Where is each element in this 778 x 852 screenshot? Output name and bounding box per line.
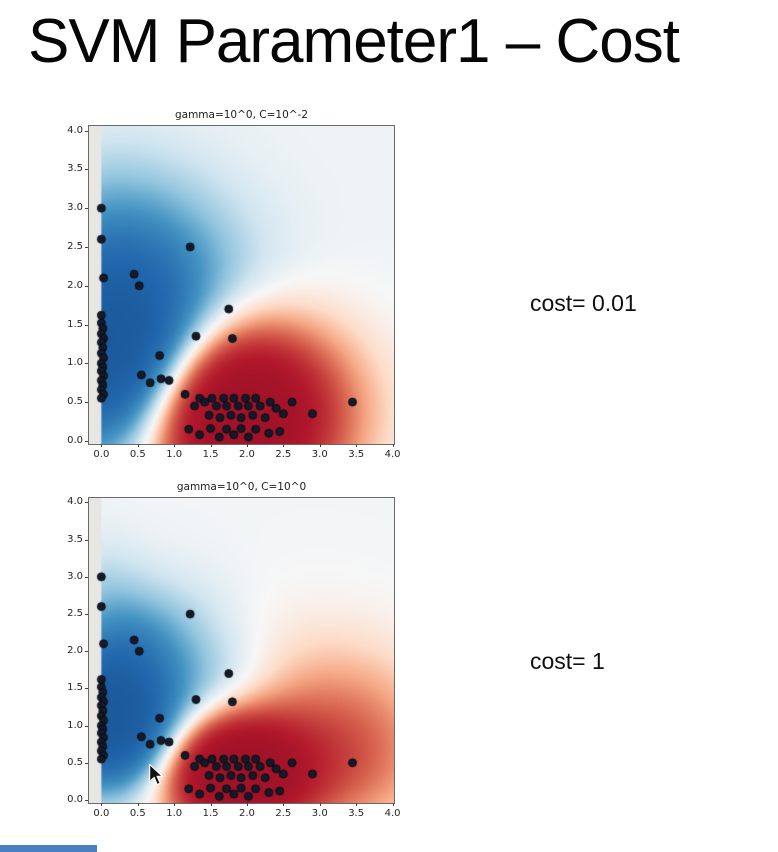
- y-tick-mark: [85, 285, 88, 287]
- x-tick-label: 2.0: [239, 808, 255, 819]
- y-tick-mark: [85, 725, 88, 727]
- page-title: SVM Parameter1 – Cost: [28, 7, 680, 76]
- y-tick-label: 0.5: [67, 396, 83, 408]
- plot-title: gamma=10^0, C=10^-2: [174, 109, 309, 121]
- x-tick-label: 3.0: [311, 808, 328, 819]
- y-tick-mark: [85, 502, 88, 504]
- x-tick-label: 2.5: [275, 449, 292, 460]
- x-tick-label: 3.5: [348, 449, 365, 460]
- y-tick-mark: [85, 169, 88, 171]
- x-tick-mark: [283, 803, 285, 806]
- x-tick-label: 4.0: [384, 808, 401, 819]
- plot-canvas: [89, 126, 394, 444]
- y-tick-label: 3.5: [67, 533, 83, 545]
- y-tick-label: 1.0: [67, 357, 83, 369]
- y-tick-label: 3.0: [67, 202, 83, 214]
- y-tick-mark: [85, 363, 88, 365]
- x-tick-label: 1.0: [166, 808, 183, 819]
- y-tick-label: 2.5: [67, 608, 83, 620]
- x-tick-label: 0.0: [93, 808, 110, 819]
- x-tick-mark: [246, 444, 248, 447]
- y-tick-mark: [85, 402, 88, 404]
- y-tick-label: 1.5: [67, 318, 83, 330]
- x-tick-mark: [319, 444, 321, 447]
- y-tick-label: 0.0: [67, 794, 83, 806]
- y-tick-mark: [85, 800, 88, 802]
- y-tick-mark: [85, 576, 88, 578]
- y-tick-mark: [85, 688, 88, 690]
- x-tick-label: 0.5: [129, 449, 146, 460]
- y-tick-mark: [85, 130, 88, 132]
- y-tick-mark: [85, 762, 88, 764]
- y-tick-label: 3.5: [67, 163, 83, 175]
- y-tick-mark: [85, 651, 88, 653]
- y-tick-mark: [85, 208, 88, 210]
- y-tick-mark: [85, 440, 88, 442]
- y-tick-mark: [85, 246, 88, 248]
- x-tick-mark: [137, 444, 139, 447]
- y-tick-label: 1.0: [67, 719, 83, 731]
- y-tick-label: 2.5: [67, 240, 83, 252]
- y-tick-label: 0.0: [67, 434, 83, 446]
- x-tick-label: 2.5: [275, 808, 292, 819]
- x-tick-label: 1.5: [202, 808, 219, 819]
- x-tick-mark: [137, 803, 139, 806]
- x-tick-label: 2.0: [239, 449, 255, 460]
- x-tick-mark: [392, 444, 394, 447]
- x-tick-mark: [210, 803, 212, 806]
- x-tick-label: 4.0: [384, 449, 401, 460]
- svm-plot-cost-001: gamma=10^0, C=10^-2 0.0 0.5 1.0 1.5 2.0 2.5 3.…: [67, 109, 400, 460]
- x-tick-mark: [356, 444, 358, 447]
- y-tick-label: 2.0: [67, 279, 83, 291]
- y-tick-mark: [85, 614, 88, 616]
- x-tick-mark: [246, 803, 248, 806]
- x-tick-mark: [283, 444, 285, 447]
- y-tick-label: 4.0: [67, 496, 83, 508]
- y-tick-label: 3.0: [67, 570, 83, 582]
- y-tick-label: 4.0: [67, 124, 83, 136]
- x-tick-label: 0.5: [129, 808, 146, 819]
- plot-canvas: [89, 498, 394, 803]
- x-tick-mark: [356, 803, 358, 806]
- cost-label: cost= 1: [530, 648, 605, 674]
- x-tick-mark: [174, 803, 176, 806]
- x-tick-mark: [174, 444, 176, 447]
- y-tick-mark: [85, 539, 88, 541]
- plot-title: gamma=10^0, C=10^0: [176, 481, 307, 493]
- mouse-cursor-icon: [149, 764, 164, 786]
- y-tick-label: 2.0: [67, 645, 83, 657]
- x-tick-mark: [319, 803, 321, 806]
- y-tick-label: 1.5: [67, 682, 83, 694]
- x-tick-label: 3.0: [311, 449, 328, 460]
- y-tick-mark: [85, 324, 88, 326]
- x-tick-mark: [210, 444, 212, 447]
- x-tick-label: 1.5: [202, 449, 219, 460]
- x-tick-mark: [101, 803, 103, 806]
- x-tick-label: 0.0: [93, 449, 110, 460]
- svm-plot-cost-1: gamma=10^0, C=10^0 0.0 0.5 1.0 1.5 2.0 2.5 3.0…: [67, 481, 400, 819]
- bottom-accent-bar: [0, 845, 97, 852]
- y-tick-label: 0.5: [67, 756, 83, 768]
- x-tick-mark: [392, 803, 394, 806]
- x-tick-mark: [101, 444, 103, 447]
- cost-label: cost= 0.01: [530, 290, 637, 316]
- x-tick-label: 3.5: [348, 808, 365, 819]
- x-tick-label: 1.0: [166, 449, 183, 460]
